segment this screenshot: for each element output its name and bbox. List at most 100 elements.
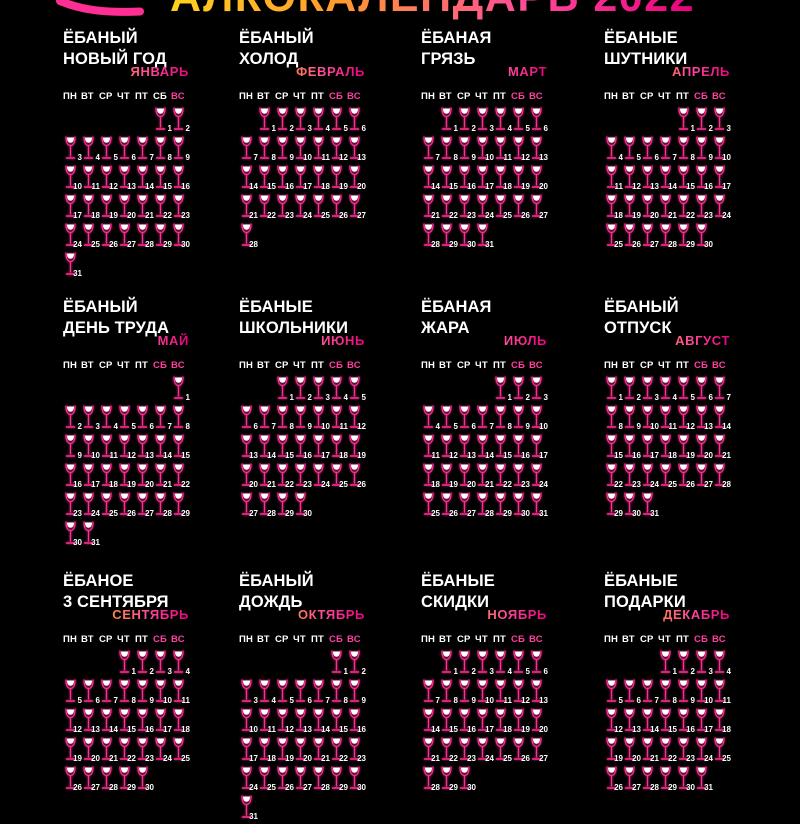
day-number: 17 xyxy=(485,182,494,191)
day-number: 14 xyxy=(485,451,494,460)
weekday-label: СР xyxy=(457,360,471,371)
day-number: 4 xyxy=(672,393,677,402)
calendar-day: 3 xyxy=(239,679,258,708)
day-number: 6 xyxy=(95,696,100,705)
weekday-label: ВС xyxy=(712,360,726,371)
wine-glass-icon xyxy=(83,194,94,217)
day-number: 11 xyxy=(109,451,118,460)
wine-glass-icon xyxy=(349,136,360,159)
day-number: 3 xyxy=(77,153,82,162)
calendar-day: 29 xyxy=(676,223,695,252)
calendar-day: 19 xyxy=(439,463,458,492)
calendar-day: 20 xyxy=(239,463,258,492)
day-number: 29 xyxy=(614,509,623,518)
day-number: 8 xyxy=(672,696,677,705)
day-number: 8 xyxy=(131,696,136,705)
day-number: 17 xyxy=(91,480,100,489)
wine-glass-icon xyxy=(660,463,671,486)
wine-glass-icon xyxy=(495,136,506,159)
weekday-label: ПН xyxy=(63,360,78,371)
calendar-day: 18 xyxy=(81,194,100,223)
day-number: 20 xyxy=(632,754,641,763)
weekday-label: ПТ xyxy=(493,634,507,645)
day-number: 29 xyxy=(503,509,512,518)
wine-glass-icon xyxy=(241,737,252,760)
calendar-day: 30 xyxy=(171,223,190,252)
day-number: 30 xyxy=(686,783,695,792)
wine-glass-icon xyxy=(155,107,166,130)
calendar-day: 8 xyxy=(275,405,294,434)
weekday-header: ПН ВТ СР ЧТ ПТ СБ ВС xyxy=(239,355,365,373)
day-number: 3 xyxy=(654,393,659,402)
calendar-day: 7 xyxy=(640,679,659,708)
calendar-day: 17 xyxy=(694,708,713,737)
calendar-day: 13 xyxy=(622,708,641,737)
caption-line-1: ЁБАНЫЕ xyxy=(421,572,495,590)
wine-glass-icon xyxy=(101,405,112,428)
calendar-day: 12 xyxy=(99,165,118,194)
calendar-day: 13 xyxy=(640,165,659,194)
day-number: 11 xyxy=(181,696,190,705)
calendar-day: 29 xyxy=(604,492,623,521)
day-number: 22 xyxy=(614,480,623,489)
calendar-day: 11 xyxy=(257,708,276,737)
calendar-day: 20 xyxy=(622,737,641,766)
calendar-day: 12 xyxy=(604,708,623,737)
day-number: 12 xyxy=(449,451,458,460)
wine-glass-icon xyxy=(678,679,689,702)
wine-glass-icon xyxy=(714,434,725,457)
calendar-day: 12 xyxy=(63,708,82,737)
wine-glass-icon xyxy=(173,463,184,486)
month-name: ИЮЛЬ xyxy=(421,333,547,348)
day-number: 23 xyxy=(357,754,366,763)
calendar-day: 11 xyxy=(604,165,623,194)
calendar-day: 20 xyxy=(347,165,366,194)
calendar-day: 10 xyxy=(475,136,494,165)
wine-glass-icon xyxy=(477,165,488,188)
wine-glass-icon xyxy=(513,650,524,673)
wine-glass-icon xyxy=(295,434,306,457)
calendar-day: 1 xyxy=(676,107,695,136)
day-number: 10 xyxy=(539,422,548,431)
day-number: 1 xyxy=(690,124,695,133)
day-number: 16 xyxy=(632,451,641,460)
day-number: 1 xyxy=(289,393,294,402)
calendar-day: 16 xyxy=(457,708,476,737)
wine-glass-icon xyxy=(65,766,76,789)
wine-glass-icon xyxy=(459,165,470,188)
month-name: ОКТЯБРЬ xyxy=(239,607,365,622)
caption-line-2: ЖАРА xyxy=(421,319,470,337)
wine-glass-icon xyxy=(241,223,252,246)
wine-glass-icon xyxy=(642,405,653,428)
weekday-label: СР xyxy=(99,634,113,645)
day-number: 27 xyxy=(249,509,258,518)
calendar-day: 27 xyxy=(81,766,100,795)
day-number: 28 xyxy=(163,509,172,518)
wine-glass-icon xyxy=(65,405,76,428)
wine-glass-icon xyxy=(137,136,148,159)
day-number: 6 xyxy=(543,667,548,676)
calendar-day: 7 xyxy=(135,136,154,165)
calendar-day: 20 xyxy=(529,708,548,737)
wine-glass-icon xyxy=(259,737,270,760)
weekday-label: ВС xyxy=(171,91,185,102)
weekday-header: ПН ВТ СР ЧТ ПТ СБ ВС xyxy=(63,629,189,647)
day-number: 12 xyxy=(686,422,695,431)
calendar-day: 16 xyxy=(293,434,312,463)
calendar-day: 6 xyxy=(529,107,548,136)
wine-glass-icon xyxy=(295,107,306,130)
wine-glass-icon xyxy=(331,405,342,428)
calendar-day: 9 xyxy=(676,679,695,708)
wine-glass-icon xyxy=(155,679,166,702)
calendar-day: 8 xyxy=(604,405,623,434)
day-number: 27 xyxy=(539,754,548,763)
calendar-day: 3 xyxy=(529,376,548,405)
day-number: 18 xyxy=(668,451,677,460)
tilted-glass-icon xyxy=(56,0,144,16)
calendar-day: 22 xyxy=(676,194,695,223)
wine-glass-icon xyxy=(477,194,488,217)
wine-glass-icon xyxy=(295,766,306,789)
day-number: 3 xyxy=(543,393,548,402)
wine-glass-icon xyxy=(642,136,653,159)
calendar-day: 9 xyxy=(622,405,641,434)
